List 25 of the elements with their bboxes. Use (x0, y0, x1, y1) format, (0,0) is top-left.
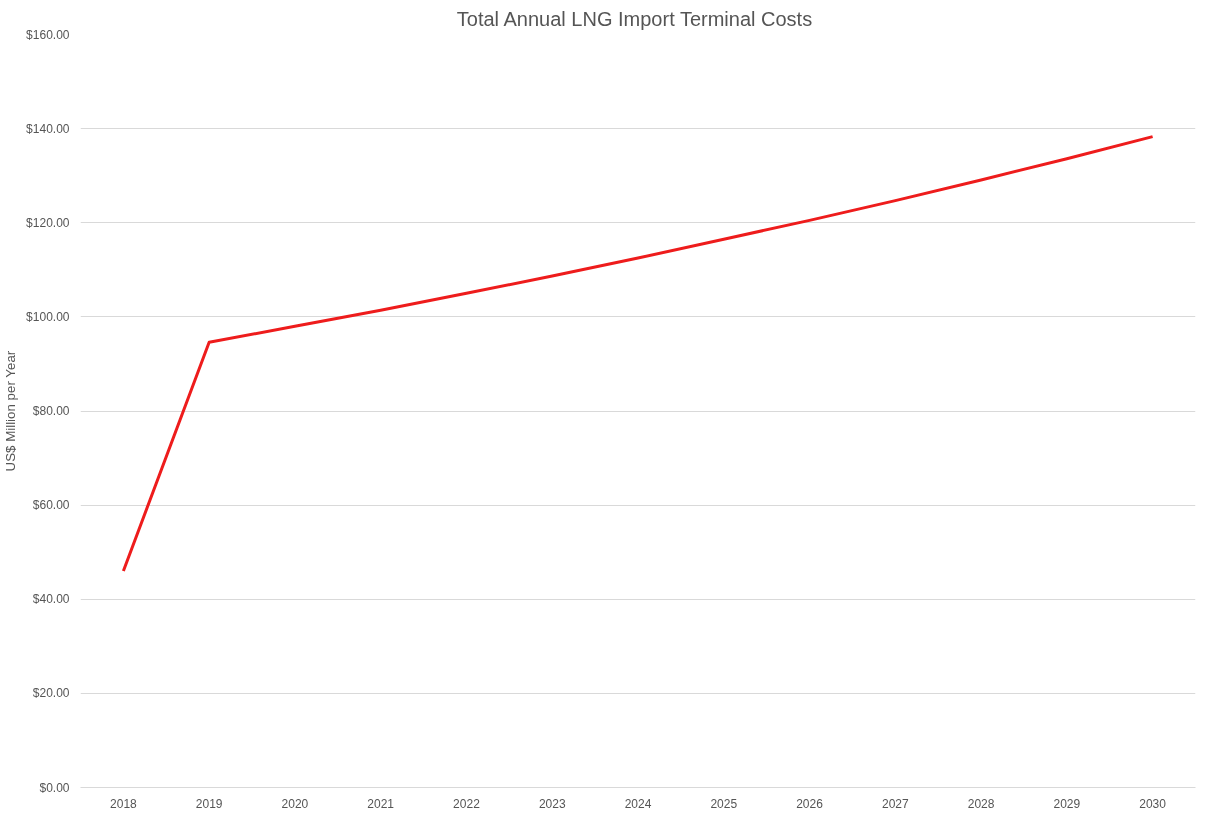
y-tick-label: $20.00 (32, 686, 70, 701)
y-tick-label: $140.00 (26, 121, 70, 136)
y-tick-label: $120.00 (26, 215, 70, 230)
y-tick-label: $60.00 (32, 498, 70, 513)
x-tick-label: 2024 (624, 796, 652, 811)
y-tick-label: $160.00 (26, 27, 70, 42)
y-tick-label: $100.00 (26, 309, 70, 324)
x-tick-label: 2021 (367, 796, 395, 811)
x-tick-label: 2018 (110, 796, 138, 811)
line-series (121, 135, 1155, 573)
x-tick-label: 2025 (710, 796, 738, 811)
x-tick-label: 2029 (1053, 796, 1081, 811)
x-tick-label: 2030 (1139, 796, 1167, 811)
x-tick-label: 2022 (453, 796, 481, 811)
y-tick-label: $40.00 (32, 592, 70, 607)
x-tick-label: 2019 (195, 796, 223, 811)
y-tick-label: $0.00 (39, 780, 70, 795)
x-tick-label: 2020 (281, 796, 309, 811)
x-tick-label: 2023 (538, 796, 566, 811)
y-axis-title: US$ Million per Year (3, 350, 19, 472)
x-tick-label: 2027 (881, 796, 909, 811)
x-tick-label: 2026 (796, 796, 824, 811)
x-tick-label: 2028 (967, 796, 995, 811)
chart-title: Total Annual LNG Import Terminal Costs (456, 7, 813, 30)
y-tick-label: $80.00 (32, 404, 70, 418)
